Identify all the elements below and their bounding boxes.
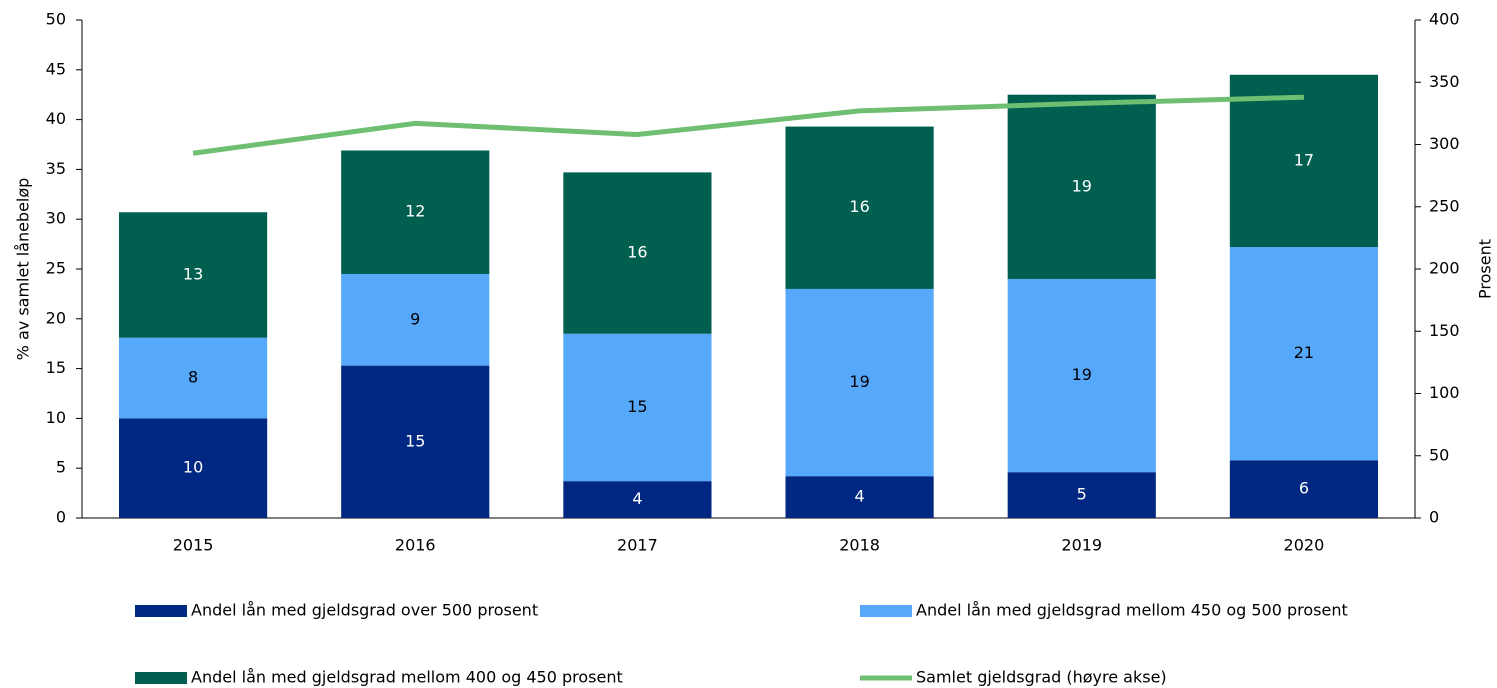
y2-tick-label: 250 — [1429, 196, 1460, 215]
y-tick-label: 50 — [46, 10, 66, 29]
y-axis-label: % av samlet lånebeløp — [14, 178, 33, 361]
y2-tick-label: 100 — [1429, 383, 1460, 402]
data-label: 16 — [849, 197, 869, 216]
legend-label: Samlet gjeldsgrad (høyre akse) — [916, 668, 1167, 687]
bar-segment — [1229, 74, 1379, 248]
legend-label: Andel lån med gjeldsgrad mellom 450 og 5… — [916, 601, 1348, 620]
y-tick-label: 0 — [56, 508, 66, 527]
legend-label: Andel lån med gjeldsgrad over 500 prosen… — [191, 601, 538, 620]
bar-segment — [341, 365, 490, 518]
bar-segment — [341, 150, 490, 274]
data-label: 4 — [632, 489, 642, 508]
bar-segment — [1229, 247, 1379, 461]
data-label: 15 — [405, 431, 425, 450]
data-label: 4 — [854, 487, 864, 506]
data-label: 19 — [849, 372, 869, 391]
x-tick-label: 2020 — [1284, 536, 1325, 555]
bar-segment — [118, 418, 268, 518]
legend-swatch — [860, 605, 912, 617]
data-label: 16 — [627, 243, 647, 262]
y-tick-label: 30 — [46, 209, 66, 228]
y2-tick-label: 50 — [1429, 445, 1449, 464]
legend-swatch — [135, 605, 187, 617]
x-tick-label: 2016 — [395, 536, 436, 555]
y2-tick-label: 300 — [1429, 134, 1460, 153]
bar-segment — [563, 481, 712, 518]
bar-segment — [785, 126, 934, 289]
data-label: 5 — [1077, 485, 1087, 504]
x-tick-label: 2015 — [173, 536, 214, 555]
data-label: 19 — [1072, 176, 1092, 195]
data-label: 17 — [1294, 150, 1314, 169]
y2-tick-label: 350 — [1429, 72, 1460, 91]
data-label: 15 — [627, 397, 647, 416]
legend-swatch — [135, 672, 187, 684]
bar-segment — [118, 212, 268, 338]
x-tick-label: 2017 — [617, 536, 658, 555]
y-tick-label: 5 — [56, 458, 66, 477]
y2-tick-label: 200 — [1429, 259, 1460, 278]
y-tick-label: 35 — [46, 159, 66, 178]
bar-segment — [1007, 94, 1156, 279]
y-tick-label: 15 — [46, 358, 66, 377]
bar-segment — [1007, 278, 1156, 473]
data-label: 12 — [405, 202, 425, 221]
bar-segment — [1007, 472, 1156, 518]
data-label: 21 — [1294, 343, 1314, 362]
y-tick-label: 40 — [46, 109, 66, 128]
bar-segment — [118, 337, 268, 419]
data-label: 19 — [1072, 365, 1092, 384]
y2-tick-label: 150 — [1429, 321, 1460, 340]
data-label: 10 — [183, 458, 203, 477]
data-label: 8 — [188, 368, 198, 387]
y2-tick-label: 0 — [1429, 508, 1439, 527]
bar-segment — [785, 476, 934, 518]
y-tick-label: 10 — [46, 408, 66, 427]
x-tick-label: 2019 — [1061, 536, 1102, 555]
y-tick-label: 45 — [46, 59, 66, 78]
y2-tick-label: 400 — [1429, 10, 1460, 29]
bar-segment — [1229, 460, 1379, 518]
data-label: 13 — [183, 264, 203, 283]
bar-segment — [341, 273, 490, 366]
bar-segment — [563, 333, 712, 482]
data-label: 9 — [410, 309, 420, 328]
line — [192, 94, 1304, 156]
x-tick-label: 2018 — [839, 536, 880, 555]
bar-segment — [785, 288, 934, 477]
data-label: 6 — [1299, 479, 1309, 498]
legend-label: Andel lån med gjeldsgrad mellom 400 og 4… — [191, 668, 623, 687]
y-tick-label: 25 — [46, 259, 66, 278]
y-tick-label: 20 — [46, 308, 66, 327]
y2-axis-label: Prosent — [1476, 239, 1495, 299]
bar-segment — [563, 172, 712, 334]
